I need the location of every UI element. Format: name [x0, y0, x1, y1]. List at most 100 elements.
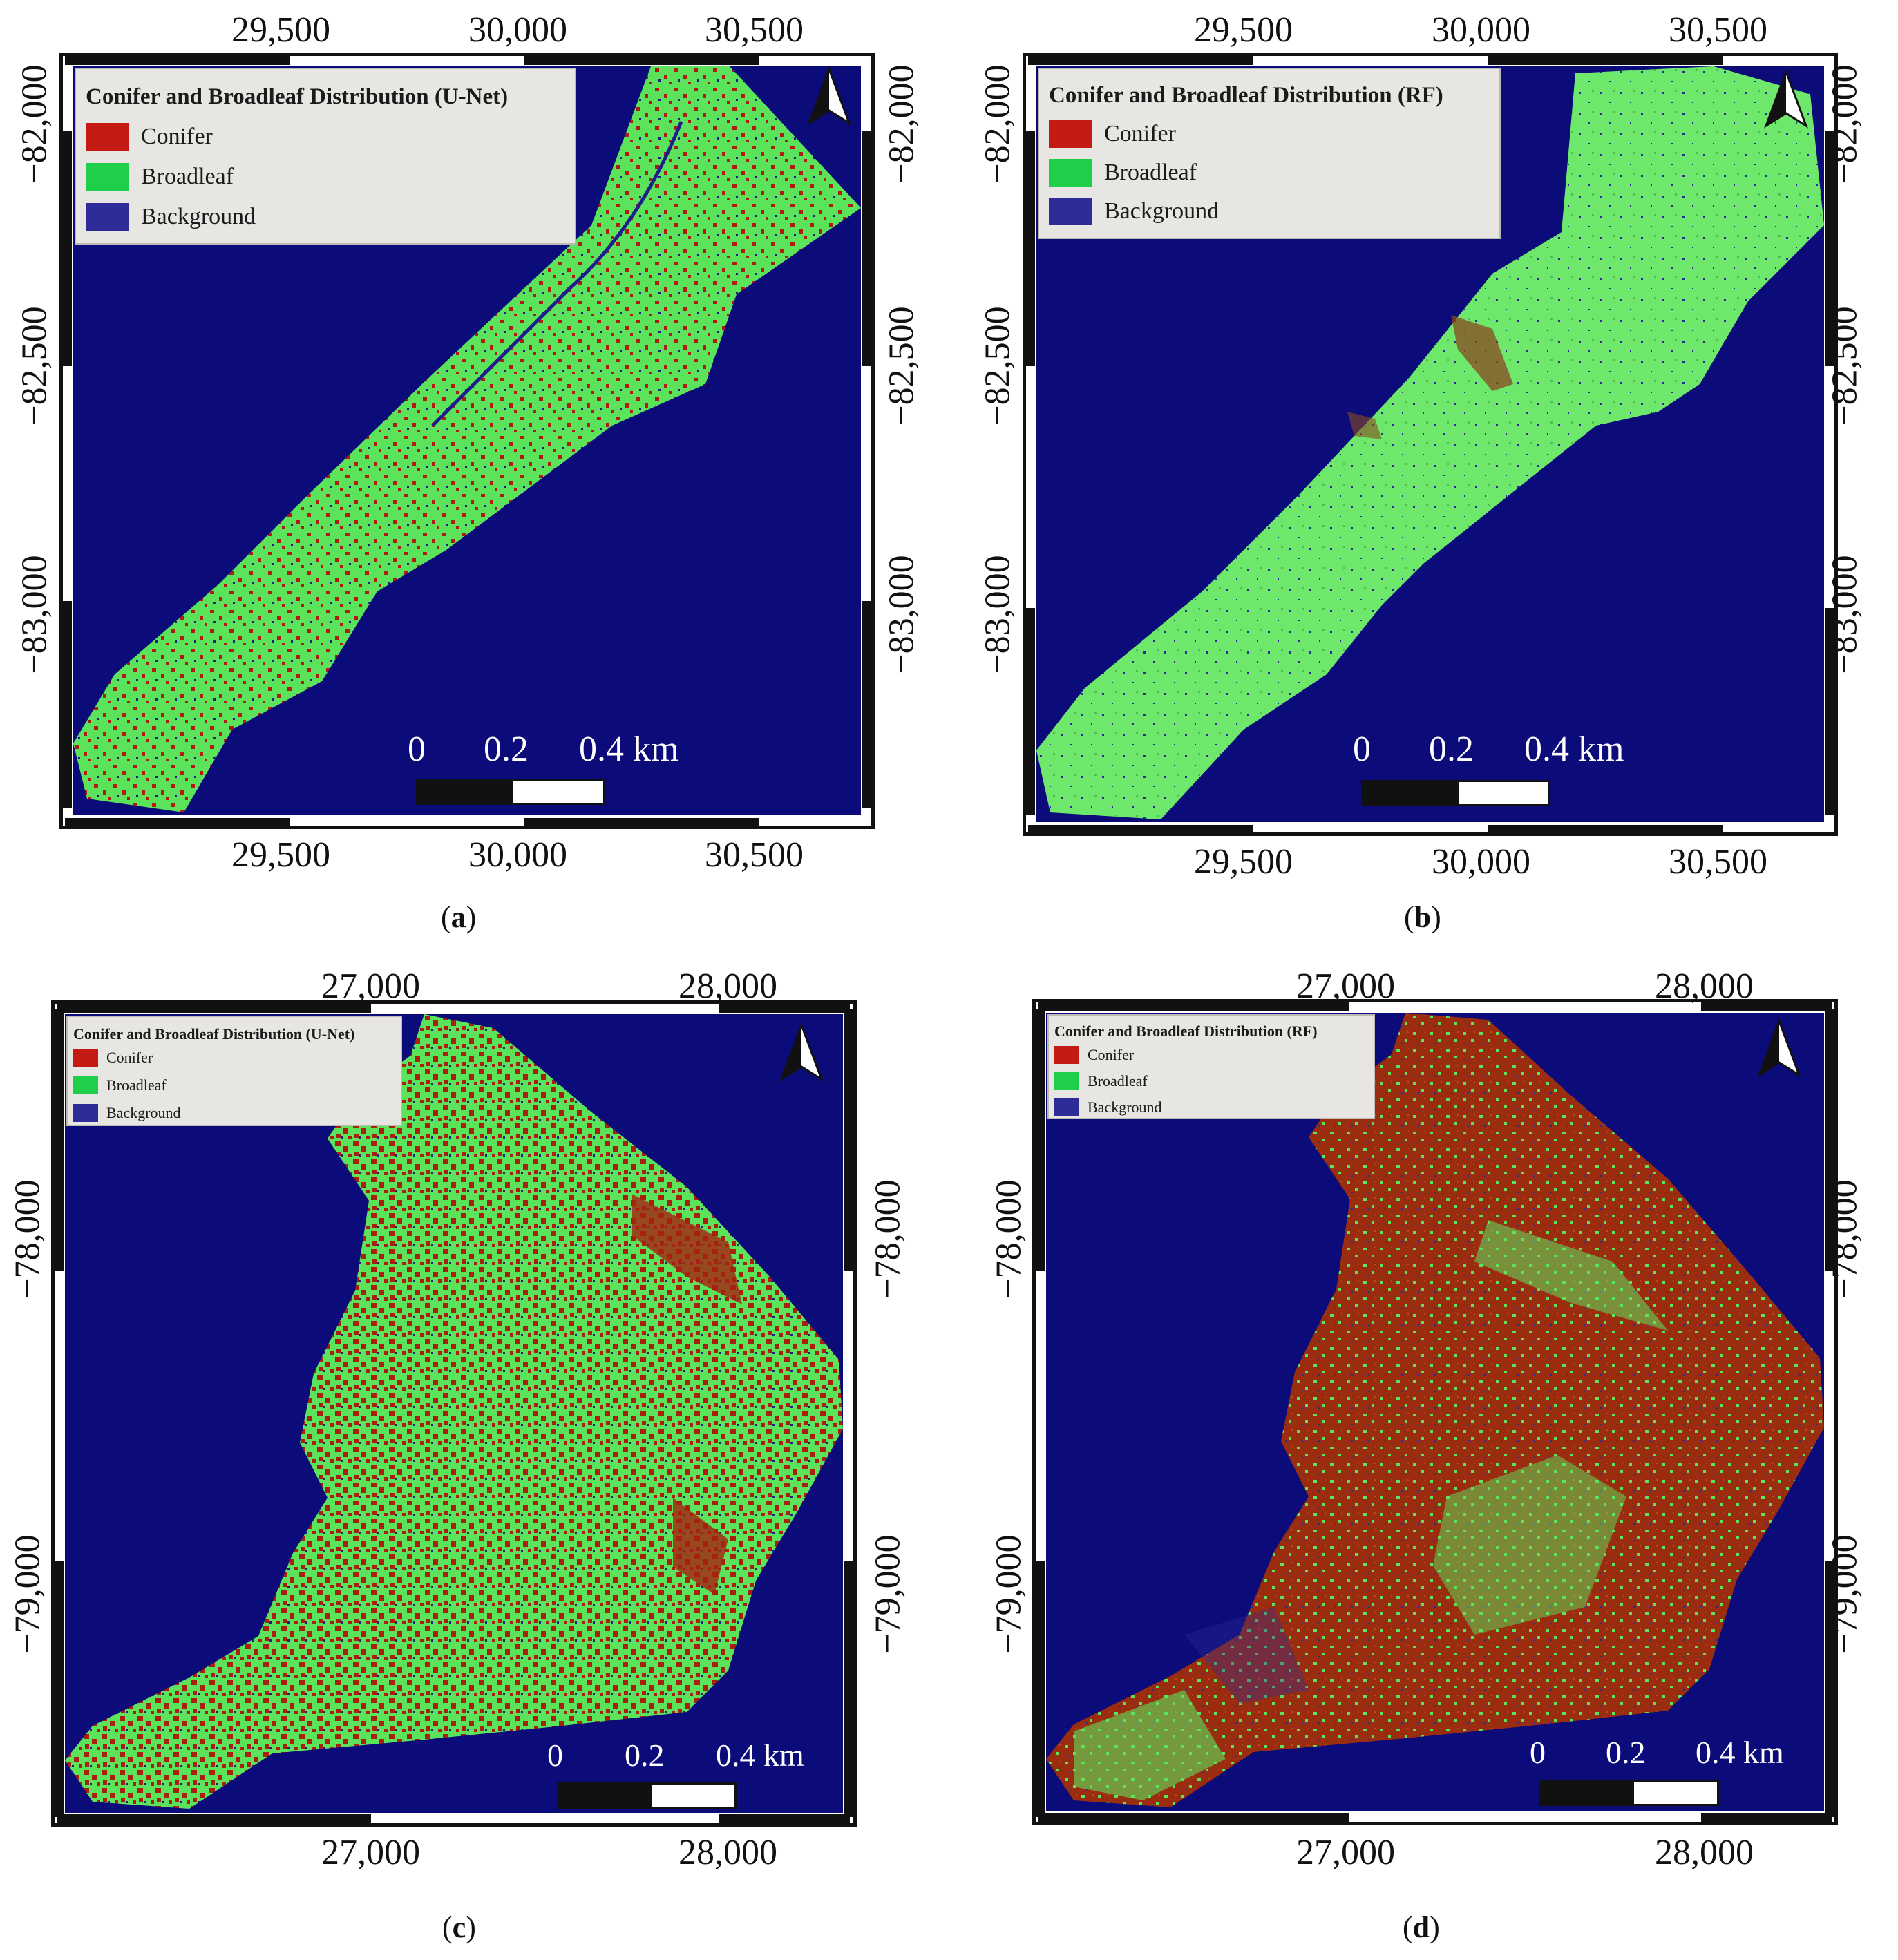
scale-segment-black: [1361, 780, 1458, 806]
legend: Conifer and Broadleaf Distribution (RF) …: [1038, 68, 1501, 239]
scale-label: 0.4 km: [1524, 730, 1624, 769]
legend-swatch-conifer: [1054, 1046, 1079, 1064]
legend-swatch-background: [86, 203, 129, 231]
legend-item-background: Background: [86, 203, 256, 231]
legend-item-conifer: Conifer: [86, 123, 213, 151]
scale-segment-white: [1456, 780, 1550, 806]
classification-raster: [73, 66, 861, 812]
legend-label: Conifer: [1104, 121, 1176, 146]
legend-item-broadleaf: Broadleaf: [73, 1076, 167, 1094]
frame-segment: [1025, 131, 1035, 366]
north-arrow-icon: [807, 66, 851, 126]
x-tick-bottom: 30,500: [1669, 842, 1767, 882]
scale-segment-black: [557, 1782, 651, 1809]
caption: (d): [1403, 1910, 1440, 1944]
scale-bar: 0 0.2 0.4 km: [547, 1737, 837, 1813]
y-tick-left: −82,500: [978, 306, 1018, 426]
legend-item-broadleaf: Broadleaf: [1054, 1072, 1148, 1090]
frame-segment: [54, 1561, 64, 1817]
x-tick-bottom: 29,500: [1194, 842, 1293, 882]
classification-raster: [65, 1014, 843, 1809]
caption: (b): [1404, 900, 1441, 934]
y-tick-left: −83,000: [15, 555, 55, 674]
x-tick-bottom: 27,000: [321, 1833, 420, 1872]
scale-bar: 0 0.2 0.4 km: [1530, 1734, 1820, 1810]
legend-swatch-background: [73, 1104, 98, 1122]
scale-label: 0.4 km: [716, 1738, 804, 1773]
frame-segment: [1701, 1002, 1832, 1011]
y-tick-left: −82,000: [15, 64, 55, 184]
north-arrow-icon: [1757, 1018, 1801, 1078]
caption: (a): [441, 900, 477, 934]
frame-segment: [54, 1009, 64, 1271]
frame-segment: [1825, 608, 1835, 815]
legend-item-conifer: Conifer: [1049, 120, 1176, 148]
frame-segment: [524, 55, 759, 65]
map-frame: [51, 1000, 857, 1827]
legend: Conifer and Broadleaf Distribution (U-Ne…: [75, 68, 576, 245]
frame-segment: [1028, 825, 1253, 835]
frame-segment: [862, 601, 872, 808]
legend-title: Conifer and Broadleaf Distribution (U-Ne…: [73, 1025, 355, 1043]
scale-label: 0.2: [1429, 730, 1474, 769]
y-tick-right: −78,000: [868, 1179, 908, 1299]
y-tick-left: −82,500: [15, 306, 55, 426]
scale-label: 0: [408, 730, 426, 769]
legend-label: Background: [1104, 198, 1220, 224]
frame-segment: [844, 1561, 854, 1817]
frame-segment: [1038, 1002, 1349, 1011]
legend-item-broadleaf: Broadleaf: [1049, 159, 1197, 187]
scale-label: 0.4 km: [579, 730, 679, 769]
frame-segment: [1825, 1009, 1835, 1271]
caption-letter: a: [450, 900, 466, 934]
frame-segment: [719, 1003, 850, 1013]
legend-swatch-conifer: [1049, 120, 1092, 148]
legend-label: Conifer: [106, 1049, 153, 1066]
legend-swatch-background: [1054, 1098, 1079, 1116]
legend-label: Broadleaf: [141, 164, 234, 189]
frame-segment: [719, 1814, 850, 1824]
x-tick-bottom: 28,000: [1655, 1833, 1754, 1872]
legend-swatch-background: [1049, 198, 1092, 225]
scale-segment-white: [1632, 1780, 1719, 1806]
legend-label: Conifer: [141, 124, 213, 149]
legend-item-broadleaf: Broadleaf: [86, 163, 234, 191]
map-frame: [1032, 999, 1838, 1825]
caption: (c): [442, 1910, 476, 1944]
y-tick-right: −79,000: [868, 1534, 908, 1654]
legend-label: Conifer: [1088, 1046, 1135, 1063]
y-tick-right: −82,000: [1825, 64, 1865, 184]
frame-segment: [524, 818, 759, 828]
x-tick-bottom: 29,500: [231, 835, 330, 875]
legend: Conifer and Broadleaf Distribution (RF) …: [1047, 1014, 1375, 1119]
y-tick-right: −78,000: [1825, 1179, 1865, 1299]
legend-title: Conifer and Broadleaf Distribution (RF): [1049, 83, 1443, 108]
legend-label: Broadleaf: [1104, 160, 1197, 185]
x-tick-top: 29,500: [1194, 10, 1293, 50]
legend-title: Conifer and Broadleaf Distribution (U-Ne…: [86, 84, 509, 109]
legend-title: Conifer and Broadleaf Distribution (RF): [1054, 1022, 1318, 1040]
caption-letter: d: [1412, 1910, 1430, 1944]
legend-label: Broadleaf: [1088, 1072, 1148, 1090]
caption-letter: b: [1414, 900, 1432, 934]
x-tick-top: 27,000: [321, 967, 420, 1006]
scale-label: 0: [547, 1738, 563, 1773]
x-tick-bottom: 30,000: [468, 835, 567, 875]
frame-segment: [62, 131, 72, 366]
scale-segment-white: [511, 779, 605, 805]
legend-label: Background: [106, 1104, 181, 1121]
y-tick-left: −79,000: [8, 1534, 48, 1654]
map-canvas: [65, 1014, 843, 1813]
frame-segment: [57, 1814, 371, 1824]
x-tick-bottom: 28,000: [678, 1833, 777, 1872]
frame-segment: [1825, 1561, 1835, 1817]
frame-segment: [57, 1003, 371, 1013]
legend-swatch-broadleaf: [1049, 159, 1092, 187]
map-panel-d: 27,000 28,000 Conifer a: [960, 953, 1898, 1960]
y-tick-left: −78,000: [8, 1179, 48, 1299]
y-tick-right: −82,500: [1825, 306, 1865, 426]
classification-raster: [1046, 1013, 1824, 1807]
scale-label: 0.4 km: [1696, 1735, 1784, 1770]
scale-bar: 0 0.2 0.4 km: [1353, 729, 1629, 812]
frame-segment: [1701, 1813, 1832, 1823]
